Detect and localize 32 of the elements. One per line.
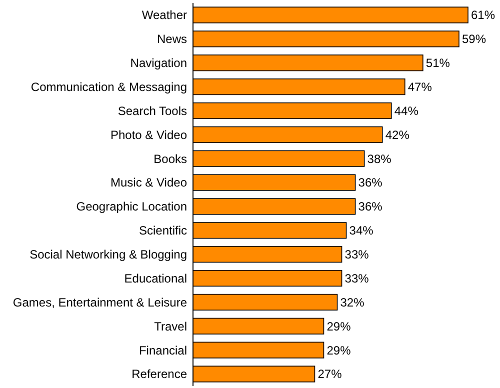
data-label: 36% [358, 200, 383, 214]
data-label: 29% [326, 319, 352, 334]
data-label: 29% [326, 343, 352, 358]
y-tick-label: Photo & Video [110, 128, 188, 142]
data-label: 32% [340, 295, 365, 310]
data-label: 42% [385, 128, 410, 142]
y-tick-label: News [156, 32, 187, 46]
y-tick-label: Scientific [138, 224, 187, 238]
y-tick-label: Geographic Location [76, 200, 187, 214]
y-tick-label: Social Networking & Blogging [30, 248, 187, 262]
y-tick-label: Communication & Messaging [30, 80, 187, 94]
data-label: 33% [344, 248, 370, 262]
y-tick-label: Music & Video [110, 176, 188, 190]
data-label: 38% [367, 152, 392, 166]
data-label: 47% [408, 80, 432, 94]
y-tick-label: Travel [154, 319, 187, 334]
y-tick-label: Search Tools [118, 104, 187, 118]
data-label: 27% [318, 367, 342, 382]
data-label: 51% [426, 56, 450, 70]
y-tick-label: Navigation [130, 56, 187, 70]
y-tick-label: Educational [124, 271, 187, 286]
y-tick-label: Weather [142, 8, 187, 22]
data-label: 36% [358, 176, 383, 190]
data-label: 59% [462, 32, 486, 46]
y-tick-label: Games, Entertainment & Leisure [12, 295, 188, 310]
data-label: 34% [349, 224, 374, 238]
y-tick-label: Books [154, 152, 187, 166]
y-tick-label: Financial [138, 343, 187, 358]
data-label: 44% [394, 104, 419, 118]
data-label: 61% [471, 8, 496, 22]
y-tick-label: Reference [132, 367, 188, 382]
data-label: 33% [344, 271, 370, 286]
